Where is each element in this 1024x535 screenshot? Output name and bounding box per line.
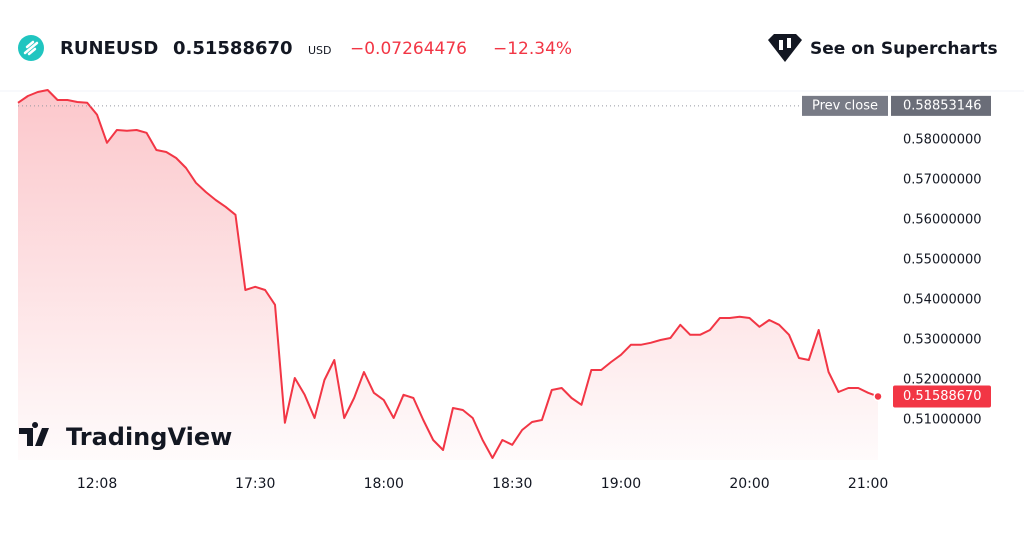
y-tick-label: 0.55000000 xyxy=(903,253,982,268)
prev-close-value: 0.58853146 xyxy=(903,98,982,113)
x-tick-label: 20:00 xyxy=(729,476,769,492)
y-tick-label: 0.51000000 xyxy=(903,413,982,428)
x-tick-label: 18:00 xyxy=(364,476,404,492)
cta[interactable]: See on Supercharts xyxy=(810,39,998,59)
y-tick-label: 0.58000000 xyxy=(903,133,982,148)
brand-logo: TradingView xyxy=(19,422,232,451)
prev-close-badge xyxy=(802,95,888,116)
x-tick-label: 12:08 xyxy=(77,476,117,492)
y-tick-label: 0.53000000 xyxy=(903,333,982,348)
y-tick-label: 0.52000000 xyxy=(903,373,982,388)
last-point xyxy=(873,391,883,402)
plot: 0.51000000 0.52000000 0.53000000 0.54000000… xyxy=(17,89,991,492)
change: −0.07264476 xyxy=(350,39,467,59)
prev-close-value-badge xyxy=(891,95,991,116)
x-tick-label: 21:00 xyxy=(848,476,888,492)
rune-icon xyxy=(18,35,44,61)
y-tick-label: 0.57000000 xyxy=(903,173,982,188)
prev-close-name: Prev close xyxy=(812,98,878,113)
price: 0.51588670 xyxy=(173,38,293,59)
last-price-label: 0.51588670 xyxy=(903,389,982,404)
symbol: RUNEUSD xyxy=(60,38,158,59)
brand: TradingView xyxy=(66,423,232,451)
y-tick-label: 0.54000000 xyxy=(903,293,982,308)
supercharts-link[interactable]: See on Supercharts xyxy=(768,34,998,62)
x-tick-label: 19:00 xyxy=(601,476,641,492)
area-fill xyxy=(18,90,878,460)
x-tick-label: 17:30 xyxy=(235,476,275,492)
price-line xyxy=(17,89,879,459)
x-tick-label: 18:30 xyxy=(492,476,532,492)
currency: USD xyxy=(308,44,332,57)
change-pct: −12.34% xyxy=(493,39,572,59)
y-tick-label: 0.56000000 xyxy=(903,213,982,228)
last-price-badge xyxy=(893,385,991,408)
